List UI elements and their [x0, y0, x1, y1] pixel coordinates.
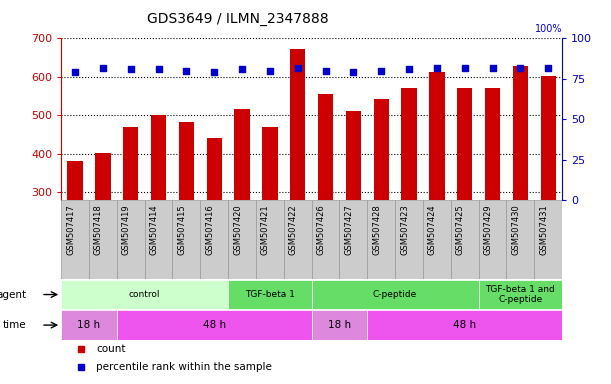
FancyBboxPatch shape: [228, 200, 256, 279]
Text: GSM507425: GSM507425: [456, 204, 465, 255]
FancyBboxPatch shape: [367, 310, 562, 340]
Text: agent: agent: [0, 290, 26, 300]
Point: [265, 68, 275, 74]
Point: [543, 65, 553, 71]
Text: GSM507422: GSM507422: [288, 204, 298, 255]
Bar: [67, 161, 82, 200]
Bar: [513, 66, 528, 200]
Text: GSM507419: GSM507419: [122, 204, 131, 255]
Point: [181, 68, 191, 74]
Text: 18 h: 18 h: [78, 320, 100, 330]
Text: C-peptide: C-peptide: [373, 290, 417, 299]
Point: [348, 69, 358, 75]
Bar: [429, 71, 445, 200]
FancyBboxPatch shape: [367, 200, 395, 279]
Text: GSM507420: GSM507420: [233, 204, 242, 255]
Text: GSM507428: GSM507428: [372, 204, 381, 255]
Text: GSM507415: GSM507415: [177, 204, 186, 255]
Point: [404, 66, 414, 72]
Text: GSM507417: GSM507417: [66, 204, 75, 255]
FancyBboxPatch shape: [200, 200, 228, 279]
Text: percentile rank within the sample: percentile rank within the sample: [96, 362, 272, 372]
Text: GSM507427: GSM507427: [345, 204, 353, 255]
Text: GSM507423: GSM507423: [400, 204, 409, 255]
Text: GSM507421: GSM507421: [261, 204, 270, 255]
FancyBboxPatch shape: [312, 310, 367, 340]
FancyBboxPatch shape: [534, 200, 562, 279]
FancyBboxPatch shape: [312, 280, 478, 309]
FancyBboxPatch shape: [312, 200, 340, 279]
Text: GSM507426: GSM507426: [316, 204, 326, 255]
Bar: [318, 94, 333, 200]
Bar: [207, 138, 222, 200]
Text: GSM507431: GSM507431: [539, 204, 548, 255]
Point: [376, 68, 386, 74]
FancyBboxPatch shape: [61, 280, 228, 309]
Text: GDS3649 / ILMN_2347888: GDS3649 / ILMN_2347888: [147, 12, 329, 25]
Bar: [123, 127, 138, 200]
Text: count: count: [96, 344, 126, 354]
FancyBboxPatch shape: [451, 200, 478, 279]
Bar: [373, 99, 389, 200]
Text: 48 h: 48 h: [453, 320, 476, 330]
Point: [293, 65, 302, 71]
Bar: [262, 127, 277, 200]
FancyBboxPatch shape: [256, 200, 284, 279]
Bar: [485, 88, 500, 200]
Text: GSM507416: GSM507416: [205, 204, 214, 255]
Bar: [401, 88, 417, 200]
Text: time: time: [2, 320, 26, 330]
Bar: [541, 76, 556, 200]
Bar: [178, 122, 194, 200]
Bar: [151, 116, 166, 200]
FancyBboxPatch shape: [61, 200, 89, 279]
FancyBboxPatch shape: [228, 280, 312, 309]
Text: TGF-beta 1: TGF-beta 1: [245, 290, 295, 299]
FancyBboxPatch shape: [423, 200, 451, 279]
Point: [98, 65, 108, 71]
FancyBboxPatch shape: [117, 200, 145, 279]
Point: [153, 66, 163, 72]
Text: GSM507418: GSM507418: [94, 204, 103, 255]
Bar: [235, 109, 250, 200]
FancyBboxPatch shape: [340, 200, 367, 279]
Bar: [346, 111, 361, 200]
FancyBboxPatch shape: [145, 200, 172, 279]
Point: [432, 65, 442, 71]
FancyBboxPatch shape: [89, 200, 117, 279]
Text: GSM507414: GSM507414: [150, 204, 158, 255]
Text: 18 h: 18 h: [328, 320, 351, 330]
Text: 48 h: 48 h: [203, 320, 225, 330]
Point: [488, 65, 497, 71]
FancyBboxPatch shape: [172, 200, 200, 279]
Point: [460, 65, 470, 71]
FancyBboxPatch shape: [507, 200, 534, 279]
Point: [516, 65, 525, 71]
FancyBboxPatch shape: [478, 200, 507, 279]
Text: GSM507429: GSM507429: [483, 204, 492, 255]
Point: [237, 66, 247, 72]
FancyBboxPatch shape: [395, 200, 423, 279]
Text: TGF-beta 1 and
C-peptide: TGF-beta 1 and C-peptide: [486, 285, 555, 304]
Text: GSM507430: GSM507430: [511, 204, 521, 255]
Text: control: control: [129, 290, 160, 299]
Bar: [290, 49, 306, 200]
Point: [210, 69, 219, 75]
FancyBboxPatch shape: [117, 310, 312, 340]
Text: GSM507424: GSM507424: [428, 204, 437, 255]
Point: [70, 69, 80, 75]
Text: 100%: 100%: [535, 23, 562, 33]
FancyBboxPatch shape: [61, 310, 117, 340]
FancyBboxPatch shape: [478, 280, 562, 309]
Bar: [457, 88, 472, 200]
Bar: [95, 153, 111, 200]
FancyBboxPatch shape: [284, 200, 312, 279]
Point: [321, 68, 331, 74]
Point: [126, 66, 136, 72]
